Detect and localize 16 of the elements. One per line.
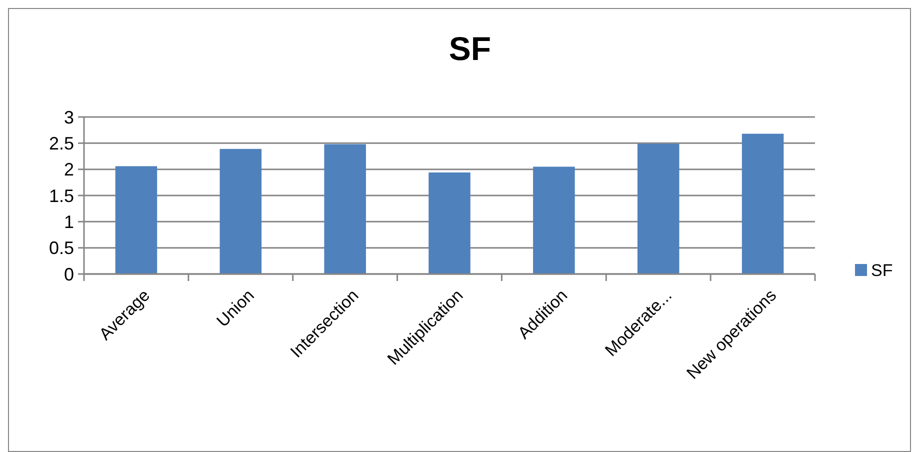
y-tick-label: 3 — [64, 107, 74, 128]
bar — [220, 148, 262, 274]
bar — [742, 134, 784, 274]
y-tick-label: 0.5 — [48, 238, 74, 258]
y-tick-label: 2.5 — [48, 133, 74, 154]
bar — [324, 144, 366, 274]
bar — [637, 144, 680, 274]
y-tick-label: 1 — [64, 212, 74, 232]
bar — [428, 172, 470, 274]
y-tick-label: 1.5 — [48, 186, 74, 206]
bar — [115, 166, 158, 274]
bar — [533, 166, 575, 274]
legend-label: SF — [871, 260, 893, 280]
y-tick-label: 2 — [64, 160, 74, 180]
chart-title: SF — [448, 30, 492, 67]
y-tick-label: 0 — [64, 264, 74, 284]
